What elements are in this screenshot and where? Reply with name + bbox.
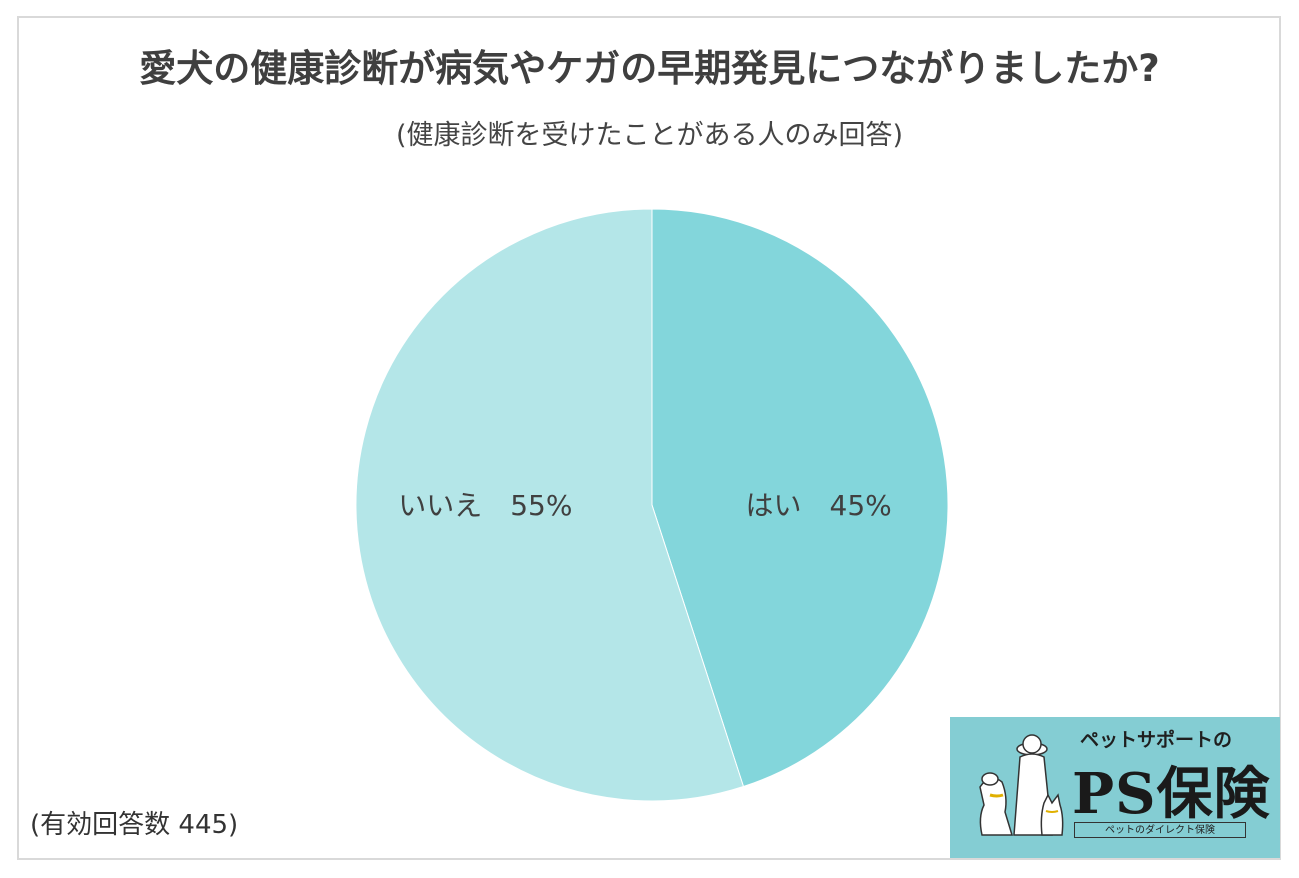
logo-subtext: ペットのダイレクト保険 [1074, 822, 1246, 838]
chart-title: 愛犬の健康診断が病気やケガの早期発見につながりましたか? [139, 47, 1160, 90]
response-count: (有効回答数 445) [30, 810, 239, 840]
logo-brand: PS保険 [1072, 761, 1271, 827]
pie-slice-1 [355, 208, 745, 802]
chart-subtitle: (健康診断を受けたことがある人のみ回答) [395, 120, 904, 151]
pie-label-0: はい 45% [746, 489, 892, 522]
pet-owner-illustration-icon [979, 734, 1064, 836]
pie-slice-0 [651, 208, 949, 788]
logo-tagline: ペットサポートの [1080, 729, 1233, 751]
chart-frame [17, 16, 1281, 860]
ps-insurance-logo: ペットサポートの PS保険 ペットのダイレクト保険 [950, 717, 1280, 858]
pie-label-1: いいえ 55% [398, 489, 572, 522]
